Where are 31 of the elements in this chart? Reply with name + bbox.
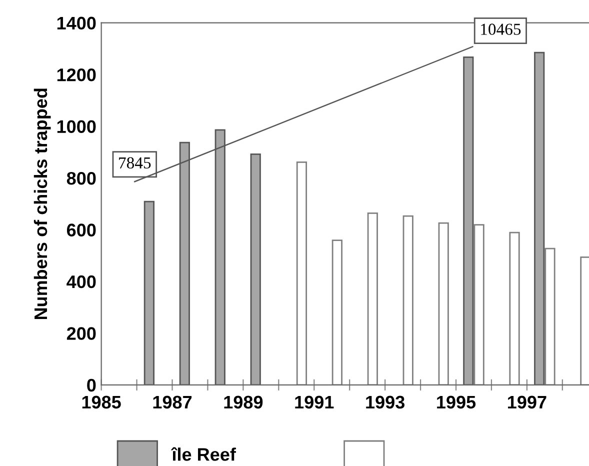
x-tick-label: 1995 (437, 396, 476, 409)
x-tick-label: 1993 (366, 396, 404, 409)
x-tick-label: 1985 (82, 396, 121, 409)
bar (463, 56, 474, 385)
bar (144, 200, 154, 385)
annotation: 7845 (119, 157, 151, 169)
y-tick-label: 0 (87, 378, 96, 392)
y-tick-label: 600 (66, 224, 96, 236)
bar (332, 240, 342, 385)
x-tick-label: 1991 (295, 396, 334, 409)
bar (474, 224, 484, 385)
bar (544, 248, 556, 385)
y-axis-title: Numbers of chicks trapped (34, 88, 51, 320)
y-tick-label: 800 (66, 172, 96, 185)
bar (534, 52, 545, 385)
legend-label: île Reef (171, 447, 236, 461)
y-tick-label: 1400 (57, 16, 96, 30)
y-tick-label: 1000 (57, 120, 96, 134)
y-tick-label: 400 (66, 275, 96, 288)
annotation: 10465 (481, 24, 521, 35)
x-tick-label: 1997 (508, 396, 546, 409)
bar (438, 222, 449, 385)
y-tick-label: 200 (66, 327, 96, 340)
bar (296, 162, 308, 385)
x-tick-label: 1989 (224, 396, 263, 409)
y-tick-label: 1200 (57, 68, 96, 82)
bar (402, 215, 414, 385)
bar (509, 232, 520, 385)
bar (250, 154, 261, 385)
x-tick-label: 1987 (153, 396, 192, 409)
bar (367, 212, 378, 385)
